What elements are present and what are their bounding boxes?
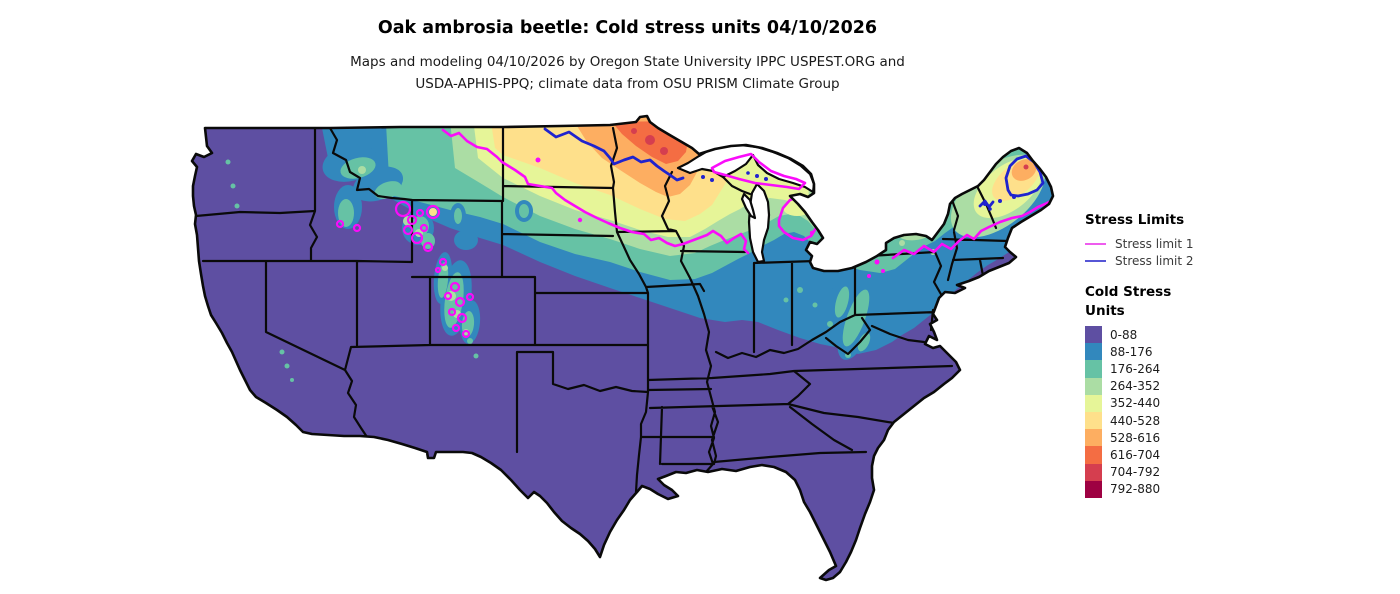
swatch-352-440 [1085,394,1102,412]
cold-stress-heading-line-1: Cold Stress [1085,284,1172,300]
cold-stress-units-heading: Cold Stress Units [1085,283,1385,321]
band-704-792-spots [631,128,668,155]
color-scale-row: 176-264 [1085,360,1385,378]
color-scale-row: 264-352 [1085,377,1385,395]
mountain-pocket-440-528 [429,208,437,216]
swatch-792-880 [1085,480,1102,498]
page-subtitle: Maps and modeling 04/10/2026 by Oregon S… [0,51,1255,95]
stress-limit-1-rings [335,200,475,339]
map-header: Oak ambrosia beetle: Cold stress units 0… [0,18,1255,95]
page-title: Oak ambrosia beetle: Cold stress units 0… [377,18,878,38]
state-borders [194,126,1010,494]
label-528-616: 528-616 [1110,430,1161,445]
color-scale-row: 704-792 [1085,463,1385,481]
swatch-528-616 [1085,429,1102,447]
label-352-440: 352-440 [1110,396,1161,411]
stress-limits-legend: Stress Limits Stress limit 1 Stress limi… [1085,212,1385,269]
stress-limits-heading: Stress Limits [1085,212,1185,228]
swatch-704-792 [1085,463,1102,481]
cold-stress-units-legend: Cold Stress Units 0-88 88-176 176-264 26… [1085,283,1385,498]
swatch-440-528 [1085,411,1102,430]
stress-limit-1-line-swatch [1085,242,1106,245]
label-0-88: 0-88 [1110,327,1138,342]
legend-row-stress-limit-2: Stress limit 2 [1085,252,1385,269]
color-scale-row: 440-528 [1085,411,1385,430]
stress-limit-2-dots [701,171,1016,211]
label-88-176: 88-176 [1110,344,1153,359]
label-616-704: 616-704 [1110,447,1161,462]
label-792-880: 792-880 [1110,482,1161,497]
label-704-792: 704-792 [1110,465,1161,480]
subtitle-line-1: Maps and modeling 04/10/2026 by Oregon S… [350,54,905,70]
green-bay [740,192,757,220]
color-scale-row: 0-88 [1085,326,1385,344]
color-scale-row: 616-704 [1085,446,1385,464]
map-fill-layers [192,116,1053,580]
color-scale-row: 352-440 [1085,394,1385,412]
subtitle-line-2: USDA-APHIS-PPQ; climate data from OSU PR… [415,76,840,92]
color-scale-row: 88-176 [1085,343,1385,361]
label-440-528: 440-528 [1110,413,1161,428]
label-176-264: 176-264 [1110,361,1161,376]
swatch-0-88 [1085,326,1102,344]
us-outline [190,114,1055,582]
legend-row-stress-limit-1: Stress limit 1 [1085,235,1385,252]
label-264-352: 264-352 [1110,379,1161,394]
swatch-176-264 [1085,360,1102,378]
stress-limit-1-dots [535,157,885,278]
stress-limit-1-label: Stress limit 1 [1115,236,1194,251]
swatch-88-176 [1085,343,1102,361]
stress-limit-2-label: Stress limit 2 [1115,253,1194,268]
swatch-616-704 [1085,446,1102,464]
swatch-264-352 [1085,377,1102,395]
color-scale-row: 528-616 [1085,429,1385,447]
stress-limit-2-line-swatch [1085,259,1106,262]
color-scale: 0-88 88-176 176-264 264-352 352-440 440-… [1085,326,1385,498]
cold-stress-heading-line-2: Units [1085,303,1125,319]
color-scale-row: 792-880 [1085,480,1385,498]
